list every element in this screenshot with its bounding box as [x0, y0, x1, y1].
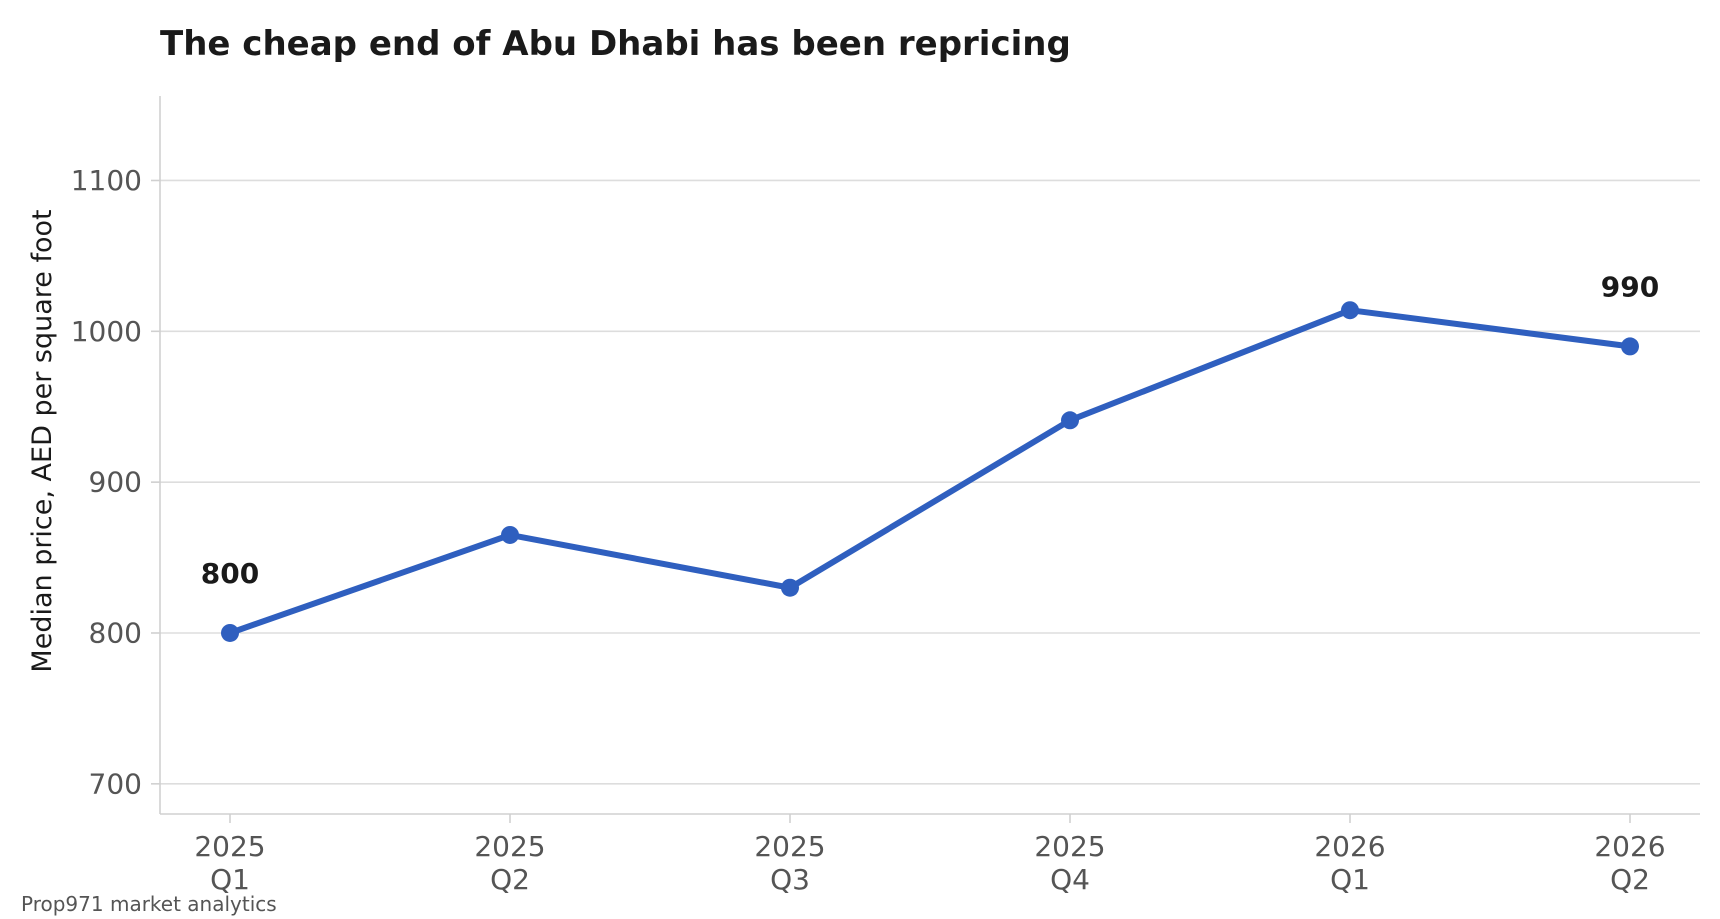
x-tick-label-4-quarter: Q1: [1330, 863, 1370, 896]
chart-title: The cheap end of Abu Dhabi has been repr…: [160, 24, 1071, 64]
y-tick-label-800: 800: [89, 616, 142, 649]
data-label-5: 990: [1601, 270, 1659, 303]
x-tick-label-0-year: 2025: [194, 830, 265, 863]
x-tick-label-3-year: 2025: [1034, 830, 1105, 863]
data-series: [221, 301, 1639, 642]
data-point-4: [1341, 301, 1359, 320]
y-tick-label-700: 700: [89, 767, 142, 800]
x-tick-label-2-quarter: Q3: [770, 863, 810, 896]
x-tick-label-1-quarter: Q2: [490, 863, 530, 896]
y-tick-label-1100: 1100: [71, 164, 142, 197]
x-tick-label-0-quarter: Q1: [210, 863, 250, 896]
y-tick-label-1000: 1000: [71, 315, 142, 348]
x-tick-label-4-year: 2026: [1314, 830, 1385, 863]
data-point-5: [1621, 337, 1639, 356]
x-tick-label-5-quarter: Q2: [1610, 863, 1650, 896]
x-tick-label-2-year: 2025: [754, 830, 825, 863]
x-tick-label-3-quarter: Q4: [1050, 863, 1090, 896]
y-axis-title: Median price, AED per square foot: [27, 209, 58, 672]
y-axis-ticks: 700 800 900 1000 1100: [71, 164, 160, 800]
axes: [159, 96, 1700, 815]
x-tick-label-5-year: 2026: [1594, 830, 1665, 863]
data-point-1: [501, 525, 519, 544]
data-point-0: [221, 623, 239, 642]
data-point-2: [781, 578, 799, 597]
series-line-0: [227, 307, 1633, 636]
data-labels: 800 990: [201, 270, 1659, 590]
y-tick-label-900: 900: [89, 466, 142, 499]
data-point-3: [1061, 411, 1079, 430]
x-tick-label-1-year: 2025: [474, 830, 545, 863]
gridlines: [160, 179, 1700, 785]
source-note: Prop971 market analytics: [21, 892, 277, 916]
data-label-0: 800: [201, 557, 259, 590]
